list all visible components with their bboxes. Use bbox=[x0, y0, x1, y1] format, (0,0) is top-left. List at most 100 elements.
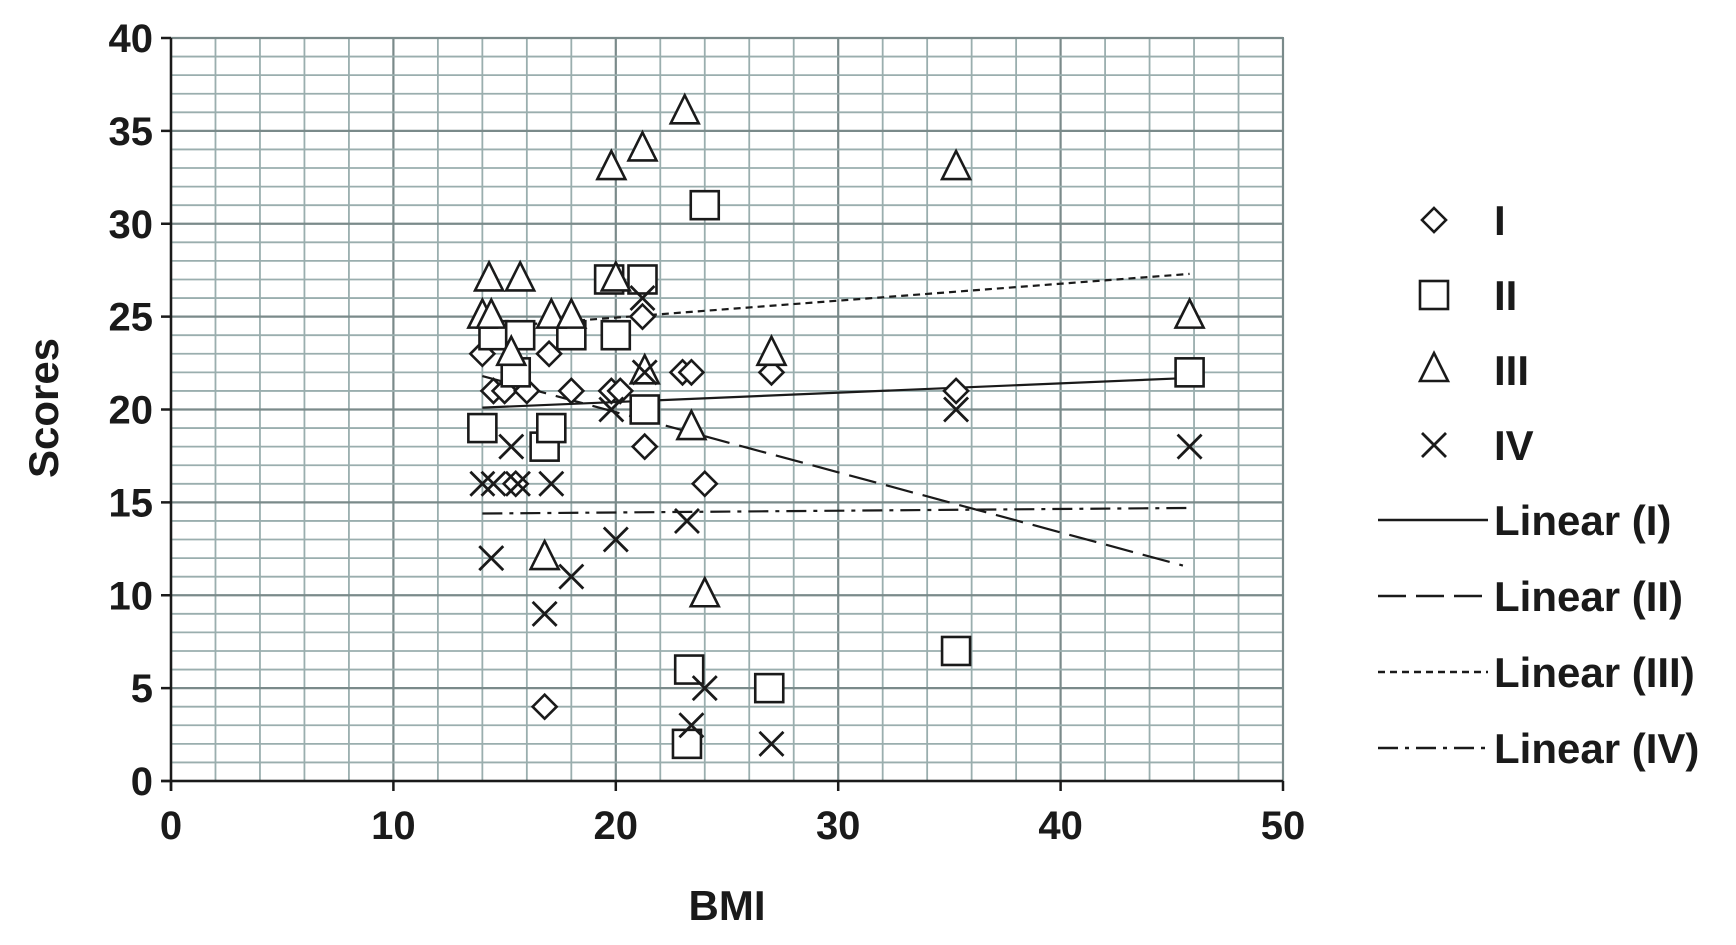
data-point bbox=[1173, 296, 1206, 329]
data-point bbox=[498, 433, 525, 460]
data-markers bbox=[466, 92, 1206, 760]
data-point bbox=[753, 672, 785, 704]
data-point bbox=[531, 600, 558, 627]
data-point bbox=[598, 396, 625, 423]
data-point bbox=[671, 728, 703, 760]
data-point bbox=[628, 352, 661, 385]
series-III bbox=[466, 92, 1206, 608]
trendline-1 bbox=[482, 376, 1190, 409]
data-point bbox=[629, 285, 656, 312]
data-point bbox=[757, 358, 786, 387]
data-point bbox=[758, 730, 785, 757]
data-point bbox=[630, 432, 659, 461]
x-tick-label: 0 bbox=[160, 804, 182, 848]
data-point bbox=[673, 507, 700, 534]
data-point bbox=[668, 92, 701, 125]
data-point bbox=[538, 470, 565, 497]
data-point bbox=[595, 148, 628, 181]
data-point bbox=[631, 359, 658, 386]
x-tick-label: 50 bbox=[1261, 804, 1306, 848]
data-point bbox=[689, 189, 721, 221]
grid bbox=[169, 36, 1285, 783]
data-point bbox=[673, 654, 705, 685]
x-axis-title: BMI bbox=[689, 882, 766, 929]
data-point bbox=[555, 296, 588, 329]
data-point bbox=[504, 259, 537, 292]
series-IV bbox=[469, 285, 1203, 757]
legend-marker bbox=[1421, 432, 1447, 458]
data-point bbox=[940, 635, 972, 667]
data-point bbox=[606, 377, 635, 405]
legend-item: Linear (II) bbox=[1378, 573, 1683, 620]
legend-label: III bbox=[1494, 347, 1529, 394]
data-point bbox=[504, 470, 531, 497]
y-tick-label: 10 bbox=[109, 574, 154, 618]
data-point bbox=[530, 692, 559, 721]
series-I bbox=[468, 302, 970, 721]
legend-label: II bbox=[1494, 272, 1517, 319]
data-point bbox=[939, 148, 973, 181]
trendline-3 bbox=[482, 272, 1190, 329]
legend-label: Linear (I) bbox=[1494, 497, 1671, 544]
trendline-4 bbox=[482, 506, 1190, 515]
y-tick-label: 0 bbox=[131, 760, 153, 804]
data-point bbox=[480, 470, 507, 497]
data-point bbox=[675, 408, 708, 441]
y-axis-title: Scores bbox=[20, 338, 67, 478]
legend-item: Linear (III) bbox=[1378, 649, 1695, 696]
legend-item: Linear (I) bbox=[1378, 497, 1671, 544]
legend-item: III bbox=[1417, 347, 1529, 394]
legend-marker bbox=[1417, 350, 1451, 383]
y-tick-label: 30 bbox=[109, 203, 154, 247]
x-tick-label: 40 bbox=[1038, 804, 1083, 848]
data-point bbox=[1176, 433, 1203, 460]
data-point bbox=[602, 526, 629, 553]
data-point bbox=[599, 259, 632, 292]
data-point bbox=[535, 296, 568, 329]
data-point bbox=[557, 377, 586, 405]
legend-label: IV bbox=[1494, 422, 1534, 469]
data-point bbox=[755, 333, 788, 367]
data-point bbox=[495, 333, 528, 367]
x-tick-label: 30 bbox=[816, 804, 861, 848]
data-point bbox=[942, 377, 970, 405]
data-point bbox=[690, 469, 719, 498]
legend-item: I bbox=[1420, 197, 1506, 244]
legend-marker bbox=[1420, 206, 1448, 234]
y-tick-label: 40 bbox=[109, 17, 154, 61]
data-point bbox=[528, 538, 561, 571]
axes: 0 10 20 30 40 50 0 5 10 15 20 25 30 35 40 bbox=[109, 17, 1306, 848]
data-point bbox=[628, 302, 657, 331]
data-point bbox=[688, 575, 721, 608]
legend-label: I bbox=[1494, 197, 1506, 244]
x-tick-label: 10 bbox=[371, 804, 416, 848]
y-tick-label: 35 bbox=[109, 110, 154, 154]
series-II bbox=[467, 189, 1205, 760]
data-point bbox=[629, 394, 661, 425]
legend-label: Linear (IV) bbox=[1494, 725, 1699, 772]
legend-item: IV bbox=[1421, 422, 1534, 469]
trendlines bbox=[482, 272, 1190, 567]
data-point bbox=[558, 563, 585, 590]
data-point bbox=[691, 675, 718, 702]
data-point bbox=[472, 259, 506, 292]
legend-label: Linear (II) bbox=[1494, 573, 1683, 620]
y-tick-label: 20 bbox=[109, 389, 154, 433]
legend-item: II bbox=[1418, 272, 1517, 319]
data-point bbox=[1174, 357, 1205, 388]
data-point bbox=[475, 296, 508, 329]
data-point bbox=[677, 358, 706, 387]
data-point bbox=[626, 129, 659, 162]
y-tick-label: 25 bbox=[109, 296, 154, 340]
y-tick-label: 15 bbox=[109, 481, 154, 525]
legend-label: Linear (III) bbox=[1494, 649, 1695, 696]
data-point bbox=[600, 319, 632, 351]
y-tick-label: 5 bbox=[131, 667, 153, 711]
data-point bbox=[678, 712, 705, 739]
data-point bbox=[467, 412, 498, 444]
data-point bbox=[478, 545, 505, 572]
legend-item: Linear (IV) bbox=[1378, 725, 1699, 772]
trendline-2 bbox=[482, 375, 1184, 567]
